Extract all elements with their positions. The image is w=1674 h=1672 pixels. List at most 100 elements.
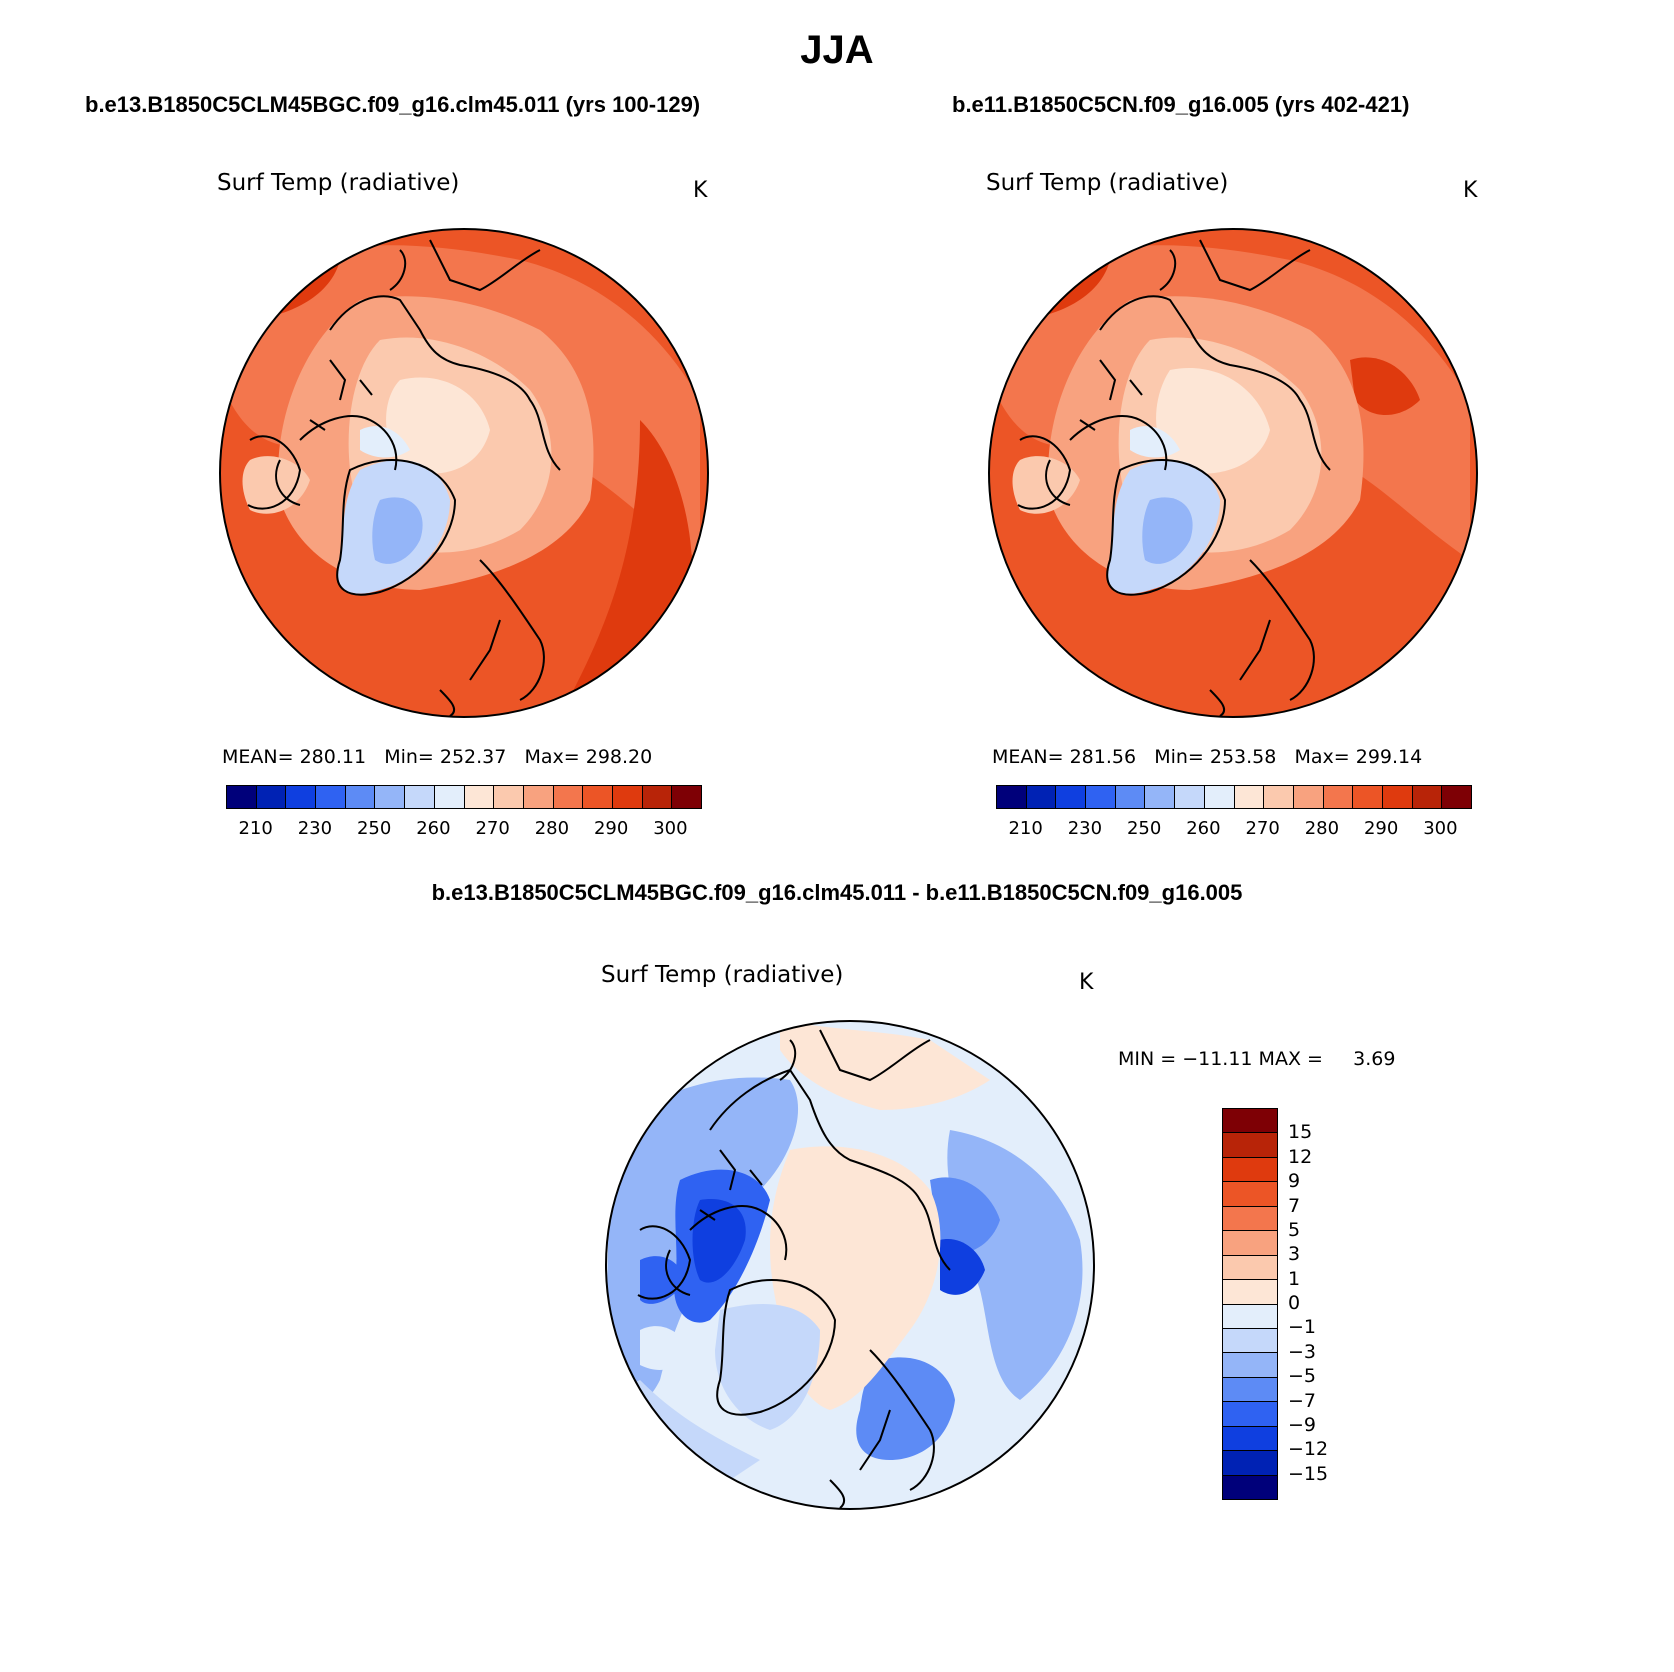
panel2-colorbar-cell — [1293, 786, 1324, 808]
panel1-colorbar-tick-label: 230 — [297, 818, 333, 839]
panel1-colorbar-cell — [494, 786, 524, 808]
difference-minmax: MIN = −11.11 MAX = 3.69 — [1118, 1048, 1395, 1070]
panel1-unit-label: K — [693, 178, 708, 203]
difference-colorbar-tick-label: −15 — [1288, 1462, 1329, 1485]
panel2-colorbar-cell — [1175, 786, 1205, 808]
difference-variable-label: Surf Temp (radiative) — [601, 962, 844, 988]
panel2-colorbar-tick-label: 250 — [1126, 818, 1162, 839]
panel2-colorbar-tick-label: 280 — [1304, 818, 1340, 839]
panel2-colorbar-tick-label: 260 — [1186, 818, 1221, 839]
panel2-variable-label: Surf Temp (radiative) — [986, 170, 1229, 196]
panel2-colorbar-cell — [1412, 786, 1443, 808]
difference-max-value: 3.69 — [1353, 1048, 1396, 1070]
panel2-min-label: Min= — [1154, 746, 1204, 768]
panel1-colorbar-tick-label: 290 — [593, 818, 629, 839]
panel2-colorbar-cell — [1353, 786, 1383, 808]
panel2-max-label: Max= — [1294, 746, 1350, 768]
panel2-colorbar-cell — [1115, 786, 1146, 808]
difference-colorbar-tick-label: 12 — [1288, 1145, 1313, 1168]
difference-colorbar-cell — [1223, 1157, 1277, 1183]
panel2-case-title: b.e11.B1850C5CN.f09_g16.005 (yrs 402-421… — [952, 92, 1410, 117]
panel1-colorbar-cell — [227, 786, 257, 808]
season-title: JJA — [800, 28, 874, 72]
panel1-min-value: 252.37 — [439, 746, 507, 768]
panel2-colorbar-tick-label: 210 — [1008, 818, 1043, 839]
panel1-colorbar-cell — [523, 786, 554, 808]
panel2-colorbar-cell — [1026, 786, 1057, 808]
panel2-colorbar-tick-label: 230 — [1067, 818, 1103, 839]
panel2-unit-label: K — [1463, 178, 1478, 203]
difference-colorbar-tick-label: 1 — [1288, 1267, 1301, 1290]
panel2-colorbar — [996, 785, 1472, 809]
panel1-colorbar-cell — [642, 786, 673, 808]
panel1-colorbar-cell — [286, 786, 317, 808]
panel1-colorbar — [226, 785, 702, 809]
panel2-colorbar-cell — [1145, 786, 1176, 808]
difference-colorbar-cell — [1223, 1255, 1277, 1281]
panel1-colorbar-tick-label: 270 — [475, 818, 510, 839]
panel2-colorbar-cell — [1204, 786, 1235, 808]
panel2-max-value: 299.14 — [1355, 746, 1423, 768]
difference-colorbar-tick-label: 5 — [1288, 1218, 1301, 1241]
panel1-colorbar-cell — [316, 786, 346, 808]
difference-colorbar-tick-label: 7 — [1288, 1194, 1301, 1217]
panel2-colorbar-cell — [1442, 786, 1471, 808]
difference-colorbar-ticks: 15 12 9 7 5 3 1 0 −1 −3 −5 −7 −9 −12 −15 — [1288, 1108, 1348, 1498]
panel1-mean-value: 280.11 — [299, 746, 367, 768]
difference-colorbar-tick-label: −9 — [1288, 1413, 1317, 1436]
panel1-max-label: Max= — [524, 746, 580, 768]
panel2-colorbar-cell — [1382, 786, 1413, 808]
panel1-colorbar-cell — [405, 786, 435, 808]
difference-colorbar-tick-label: 9 — [1288, 1170, 1301, 1193]
difference-colorbar-cell — [1223, 1182, 1277, 1207]
panel1-colorbar-tick-label: 300 — [653, 818, 688, 839]
difference-colorbar-tick-label: 3 — [1288, 1243, 1301, 1266]
panel1-colorbar-cell — [256, 786, 287, 808]
panel1-max-value: 298.20 — [585, 746, 653, 768]
panel1-stats: MEAN= 280.11 Min= 252.37 Max= 298.20 — [222, 746, 652, 768]
difference-colorbar-tick-label: 0 — [1288, 1292, 1301, 1314]
difference-colorbar-cell — [1223, 1328, 1277, 1354]
difference-colorbar-cell — [1223, 1109, 1277, 1134]
difference-colorbar-cell — [1223, 1133, 1277, 1158]
panel1-colorbar-tick-label: 280 — [534, 818, 570, 839]
panel1-colorbar-cell — [672, 786, 701, 808]
difference-colorbar-cell — [1223, 1280, 1277, 1305]
panel2-stats: MEAN= 281.56 Min= 253.58 Max= 299.14 — [992, 746, 1422, 768]
panel1-colorbar-tick-label: 210 — [238, 818, 273, 839]
difference-colorbar-tick-label: −3 — [1288, 1340, 1317, 1363]
difference-colorbar-cell — [1223, 1451, 1277, 1476]
panel1-mean-label: MEAN= — [222, 746, 294, 768]
panel2-colorbar-tick-label: 290 — [1363, 818, 1399, 839]
difference-colorbar-tick-label: −5 — [1288, 1365, 1317, 1388]
panel2-colorbar-cell — [1056, 786, 1087, 808]
difference-minmax-text: MIN = −11.11 MAX = — [1118, 1048, 1323, 1070]
panel1-colorbar-ticks: 210 230 250 260 270 280 290 300 — [226, 818, 700, 842]
difference-colorbar-tick-label: −1 — [1288, 1316, 1317, 1339]
difference-colorbar-cell — [1223, 1206, 1277, 1232]
panel2-mean-label: MEAN= — [992, 746, 1064, 768]
difference-colorbar-cell — [1223, 1353, 1277, 1378]
panel2-colorbar-tick-label: 270 — [1245, 818, 1280, 839]
panel2-colorbar-cell — [1323, 786, 1354, 808]
difference-unit-label: K — [1079, 970, 1094, 995]
panel1-min-label: Min= — [384, 746, 434, 768]
difference-colorbar-tick-label: −12 — [1288, 1438, 1329, 1461]
difference-colorbar-cell — [1223, 1475, 1277, 1499]
difference-colorbar-tick-label: 15 — [1288, 1121, 1313, 1144]
panel1-colorbar-cell — [583, 786, 613, 808]
panel2-colorbar-cell — [1264, 786, 1294, 808]
panel1-colorbar-cell — [434, 786, 465, 808]
difference-colorbar-cell — [1223, 1426, 1277, 1452]
difference-colorbar — [1222, 1108, 1278, 1500]
panel2-colorbar-cell — [1086, 786, 1116, 808]
difference-colorbar-cell — [1223, 1304, 1277, 1329]
panel1-colorbar-cell — [345, 786, 376, 808]
panel2-colorbar-tick-label: 300 — [1423, 818, 1458, 839]
difference-title: b.e13.B1850C5CLM45BGC.f09_g16.clm45.011 … — [431, 880, 1243, 905]
panel2-colorbar-ticks: 210 230 250 260 270 280 290 300 — [996, 818, 1470, 842]
difference-colorbar-cell — [1223, 1402, 1277, 1427]
panel1-colorbar-tick-label: 250 — [356, 818, 392, 839]
difference-colorbar-cell — [1223, 1231, 1277, 1256]
panel2-mean-value: 281.56 — [1069, 746, 1137, 768]
